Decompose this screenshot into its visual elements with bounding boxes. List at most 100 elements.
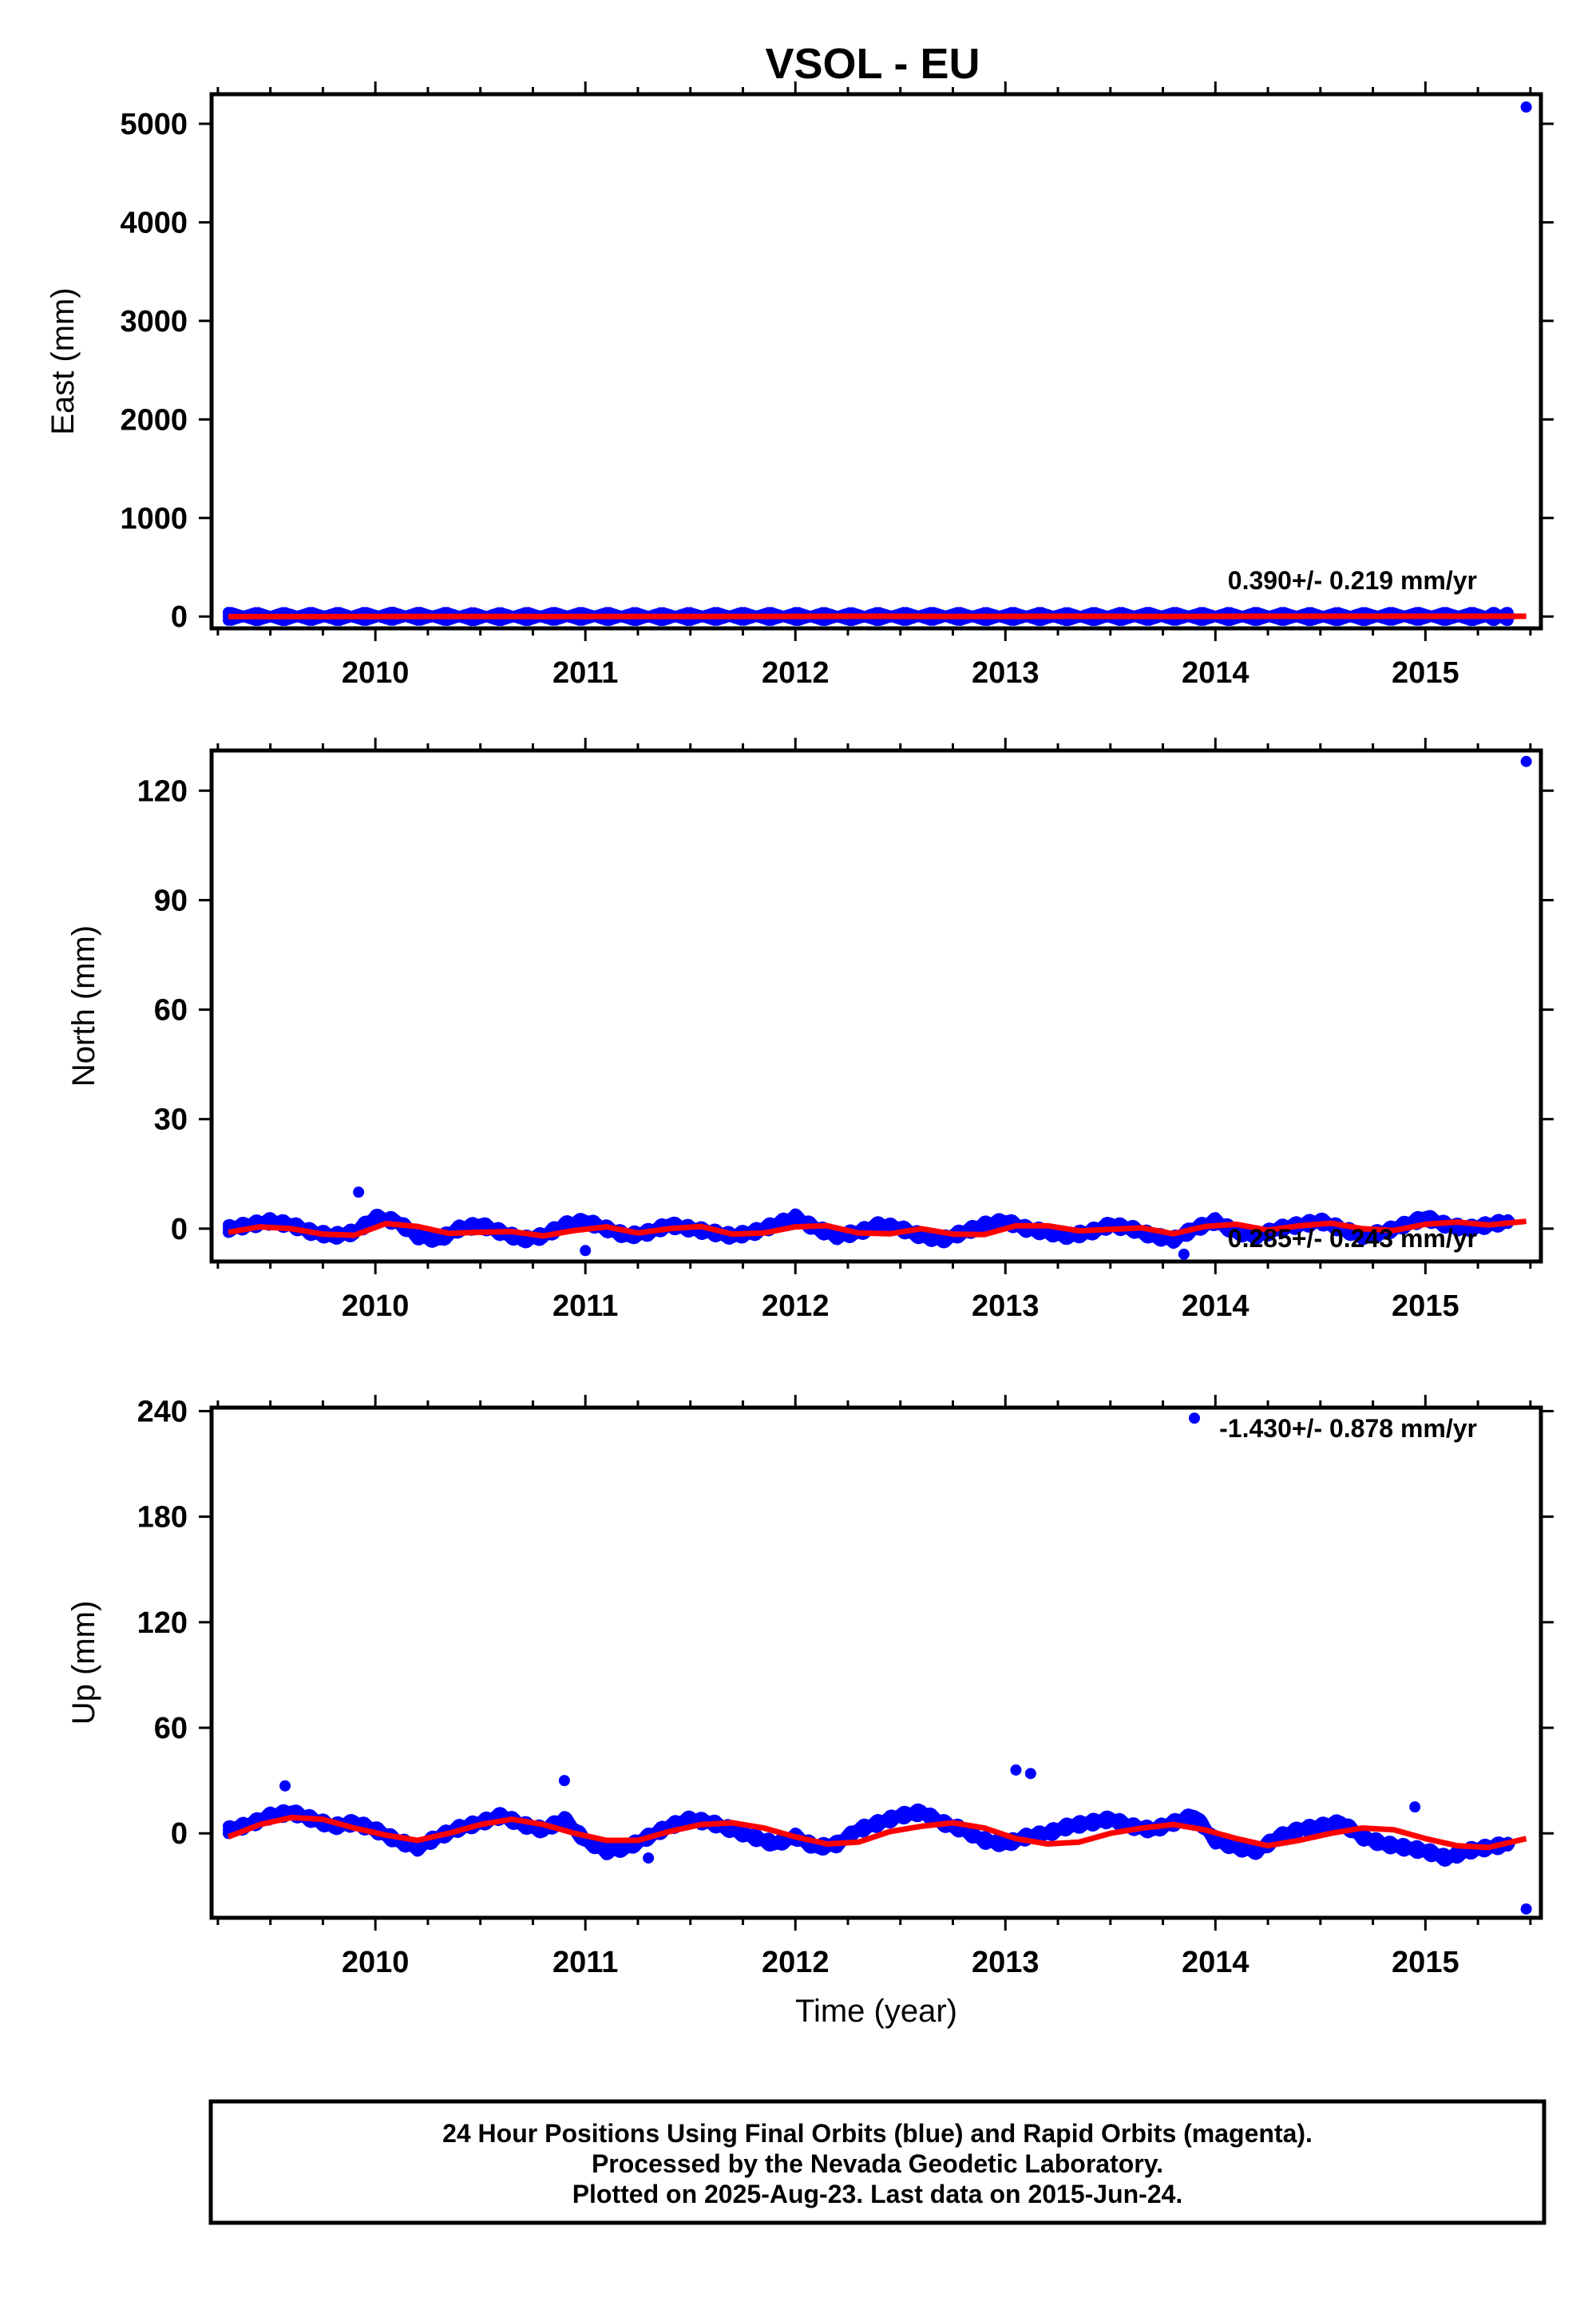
position-point [790, 1212, 802, 1224]
y-tick-label: 120 [137, 1606, 188, 1640]
position-point [1356, 1831, 1368, 1843]
x-tick-label: 2010 [342, 1946, 410, 1979]
y-tick-label: 120 [137, 774, 188, 808]
position-point [1440, 1852, 1452, 1864]
x-tick-label: 2013 [972, 1289, 1040, 1323]
velocity-rate-label: 0.285+/- 0.243 mm/yr [1228, 1224, 1477, 1253]
position-point [747, 1831, 759, 1843]
position-point [621, 1841, 633, 1853]
y-tick-label: 60 [154, 1712, 188, 1745]
outlier-point [353, 1186, 365, 1198]
x-axis-label: Time (year) [795, 1994, 957, 2029]
position-point [1293, 1824, 1305, 1836]
position-point [411, 1841, 423, 1853]
velocity-rate-label: -1.430+/- 0.878 mm/yr [1219, 1414, 1477, 1443]
footer-line-1: 24 Hour Positions Using Final Orbits (bl… [442, 2119, 1313, 2148]
position-point [1314, 1820, 1326, 1832]
x-tick-label: 2014 [1182, 1946, 1249, 1979]
y-axis-label: North (mm) [66, 925, 101, 1087]
position-point [600, 1845, 612, 1857]
position-point [1083, 1817, 1095, 1829]
y-tick-label: 2000 [120, 403, 188, 437]
position-point [1336, 1817, 1348, 1829]
x-tick-label: 2012 [762, 656, 830, 690]
position-point [1063, 1820, 1075, 1832]
position-point [978, 1219, 990, 1231]
x-tick-label: 2010 [342, 1289, 410, 1323]
position-point [1041, 1828, 1053, 1840]
panel-1: 0 1000 2000 3000 4000 5000 2010 2011 2012 2013 201… [46, 81, 1554, 690]
position-point [978, 1835, 990, 1847]
position-point [411, 1230, 423, 1242]
outlier-point [1010, 1764, 1022, 1776]
figure-title: VSOL - EU [765, 40, 980, 88]
panel-2: 0 30 60 90 120 2010 2011 2012 2013 2014 2015 North … [66, 738, 1554, 1323]
footer-box: 24 Hour Positions Using Final Orbits (bl… [208, 2099, 1546, 2225]
x-tick-label: 2015 [1392, 1946, 1459, 1979]
position-point [433, 1234, 445, 1246]
outlier-point [643, 1852, 655, 1864]
position-point [474, 1219, 486, 1231]
outlier-point [1178, 1248, 1190, 1260]
x-tick-label: 2012 [762, 1946, 830, 1979]
position-point [873, 1219, 885, 1231]
y-tick-label: 3000 [120, 305, 188, 339]
panel-3: 0 60 120 180 240 2010 2011 2012 2013 2014 2015 Up (… [66, 1395, 1554, 2029]
x-tick-label: 2013 [972, 1946, 1040, 1979]
outlier-point [279, 1780, 291, 1792]
y-tick-label: 30 [154, 1103, 188, 1137]
x-tick-label: 2011 [552, 1946, 618, 1979]
y-tick-label: 0 [171, 1213, 188, 1246]
x-tick-label: 2013 [972, 656, 1040, 690]
outlier-point [1520, 101, 1532, 113]
y-tick-label: 60 [154, 994, 188, 1028]
y-tick-label: 1000 [120, 502, 188, 536]
outlier-point [1024, 1768, 1036, 1780]
position-point [853, 1824, 865, 1836]
position-point [1230, 1841, 1242, 1853]
x-tick-label: 2014 [1182, 1289, 1249, 1323]
position-point [1188, 1810, 1200, 1822]
x-tick-label: 2011 [552, 1289, 618, 1323]
y-tick-label: 4000 [120, 206, 188, 240]
plot-frame [209, 92, 1543, 631]
position-point [1000, 1838, 1012, 1850]
outlier-point [1188, 1412, 1200, 1424]
x-tick-label: 2011 [552, 656, 618, 690]
x-tick-label: 2014 [1182, 656, 1249, 690]
position-point [1399, 1841, 1411, 1853]
x-tick-label: 2015 [1392, 656, 1459, 690]
position-point [894, 1810, 906, 1822]
y-axis-label: Up (mm) [66, 1601, 101, 1725]
y-axis-label: East (mm) [46, 287, 81, 434]
position-point [1420, 1845, 1432, 1857]
outlier-point [558, 1775, 570, 1787]
plot-frame [209, 748, 1543, 1264]
y-tick-label: 5000 [120, 108, 188, 141]
footer-line-3: Plotted on 2025-Aug-23. Last data on 201… [572, 2180, 1183, 2208]
x-tick-label: 2015 [1392, 1289, 1459, 1323]
velocity-rate-label: 0.390+/- 0.219 mm/yr [1228, 566, 1477, 595]
position-point [1377, 1838, 1389, 1850]
y-tick-label: 0 [171, 600, 188, 634]
position-point [580, 1215, 592, 1227]
y-tick-label: 0 [171, 1817, 188, 1851]
position-point [370, 1212, 382, 1224]
position-point [1104, 1813, 1116, 1825]
y-tick-label: 180 [137, 1501, 188, 1535]
y-tick-label: 90 [154, 884, 188, 917]
position-point [916, 1806, 928, 1818]
x-tick-label: 2010 [342, 656, 410, 690]
position-point [558, 1813, 570, 1825]
outlier-point [1409, 1801, 1421, 1813]
outlier-point [580, 1245, 592, 1257]
x-tick-label: 2012 [762, 1289, 830, 1323]
outlier-point [1520, 1903, 1532, 1915]
y-tick-label: 240 [137, 1395, 188, 1428]
footer-line-2: Processed by the Nevada Geodetic Laborat… [592, 2149, 1163, 2178]
position-point [768, 1838, 780, 1850]
outlier-point [1520, 755, 1532, 767]
position-point [831, 1230, 843, 1242]
position-point [873, 1817, 885, 1829]
